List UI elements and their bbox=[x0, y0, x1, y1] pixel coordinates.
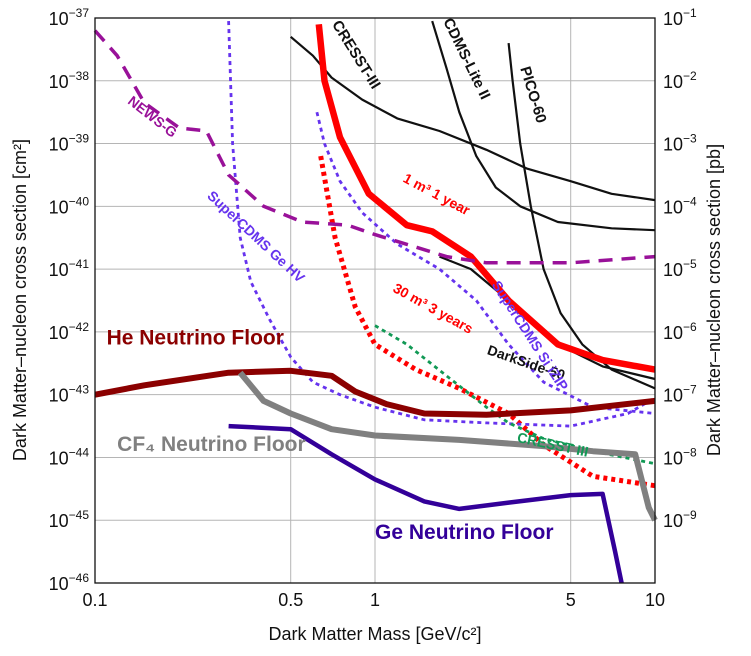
x-tick-labels: 0.1 0.5 1 5 10 bbox=[82, 590, 665, 610]
y-tick-label-right: 10−1 bbox=[663, 6, 697, 29]
x-tick-label: 10 bbox=[645, 590, 665, 610]
series-line-30-m-3-years bbox=[318, 155, 656, 489]
x-tick-label: 0.1 bbox=[82, 590, 107, 610]
y-tick-label-left: 10−46 bbox=[49, 571, 90, 594]
series-layer bbox=[93, 20, 658, 584]
y-tick-label-right: 10−9 bbox=[663, 508, 697, 531]
series-line-he-neutrino-floor bbox=[94, 367, 656, 418]
series-line-supercdms-ge-hv bbox=[227, 21, 656, 428]
y-tick-label-right: 10−8 bbox=[663, 445, 697, 468]
series-line-news-g bbox=[93, 29, 656, 265]
x-tick-label: 1 bbox=[370, 590, 380, 610]
y-tick-labels-left: 10−37 10−38 10−39 10−40 10−41 10−42 10−43 10−44… bbox=[49, 6, 90, 594]
x-axis-label: Dark Matter Mass [GeV/c²] bbox=[268, 624, 481, 644]
y-tick-label-right: 10−2 bbox=[663, 69, 697, 92]
y-tick-label-left: 10−39 bbox=[49, 132, 90, 155]
y-tick-label-left: 10−43 bbox=[49, 383, 90, 406]
x-tick-label: 0.5 bbox=[278, 590, 303, 610]
annotation-ge-floor: Ge Neutrino Floor bbox=[375, 521, 554, 544]
x-tick-label: 5 bbox=[566, 590, 576, 610]
y-tick-label-right: 10−7 bbox=[663, 383, 697, 406]
series-line-ge-neutrino-floor bbox=[228, 423, 624, 584]
annotation-he-floor: He Neutrino Floor bbox=[107, 326, 284, 349]
y-tick-label-right: 10−3 bbox=[663, 132, 697, 155]
plot-frame bbox=[94, 17, 656, 584]
series-line-cf-neutrino-floor bbox=[237, 370, 658, 522]
y-axis-label-right: Dark Matter–nucleon cross section [pb] bbox=[704, 144, 724, 456]
y-tick-labels-right: 10−1 10−2 10−3 10−4 10−5 10−6 10−7 10−8 10−9 bbox=[663, 6, 697, 531]
y-tick-label-left: 10−44 bbox=[49, 445, 90, 468]
y-tick-label-right: 10−5 bbox=[663, 257, 697, 280]
y-tick-label-left: 10−45 bbox=[49, 508, 90, 531]
y-tick-label-left: 10−37 bbox=[49, 6, 90, 29]
y-tick-label-right: 10−4 bbox=[663, 194, 697, 217]
y-tick-label-right: 10−6 bbox=[663, 320, 697, 343]
annotation-cf4-floor: CF₄ Neutrino Floor bbox=[117, 433, 306, 456]
series-line-cdms-lite-ii bbox=[431, 20, 656, 232]
y-tick-label-left: 10−40 bbox=[49, 194, 90, 217]
series-line-supercdms-si-izip bbox=[315, 111, 656, 415]
y-tick-label-left: 10−38 bbox=[49, 69, 90, 92]
series-line-1-m-1-year bbox=[315, 23, 656, 373]
y-axis-label-left: Dark Matter–nucleon cross section [cm²] bbox=[10, 139, 30, 461]
y-tick-label-left: 10−41 bbox=[49, 257, 90, 280]
y-tick-label-left: 10−42 bbox=[49, 320, 90, 343]
